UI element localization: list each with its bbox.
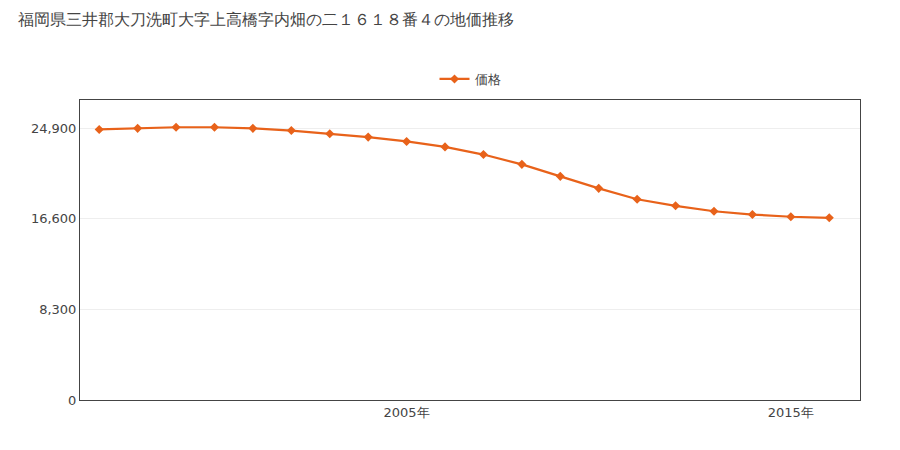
svg-text:福岡県三井郡大刀洗町大字上高橋字内畑の二１６１８番４の地価推: 福岡県三井郡大刀洗町大字上高橋字内畑の二１６１８番４の地価推移 <box>18 10 514 29</box>
svg-text:2005年: 2005年 <box>384 405 430 420</box>
svg-text:16,600: 16,600 <box>31 211 77 226</box>
svg-text:0: 0 <box>68 393 76 408</box>
svg-text:価格: 価格 <box>475 72 501 87</box>
svg-text:24,900: 24,900 <box>31 121 77 136</box>
svg-text:2015年: 2015年 <box>768 405 814 420</box>
svg-text:8,300: 8,300 <box>39 302 76 317</box>
